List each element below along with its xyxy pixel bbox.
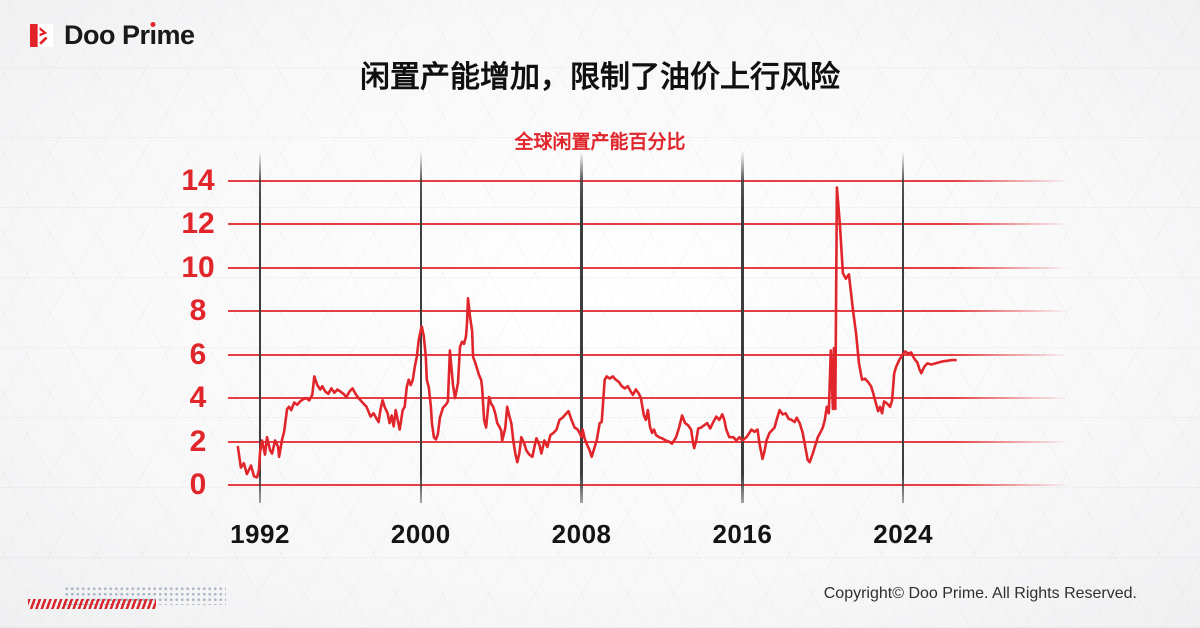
x-tick-label-2016: 2016	[712, 519, 773, 549]
year-line-1992	[258, 152, 262, 503]
y-tick-label-8: 8	[189, 294, 207, 328]
y-tick-label-10: 10	[181, 250, 215, 284]
spare-capacity-series-line	[236, 186, 957, 479]
y-tick-label-4: 4	[189, 381, 207, 415]
page-title: 闲置产能增加，限制了油价上行风险	[360, 61, 840, 94]
y-tick-label-2: 2	[189, 424, 207, 458]
year-line-2008	[580, 152, 583, 503]
logo-text-prefix: Doo Pr	[64, 20, 150, 50]
copyright-text: Copyright© Doo Prime. All Rights Reserve…	[823, 585, 1137, 602]
h-gridline-0	[228, 484, 1070, 486]
h-gridline-4	[228, 397, 1070, 400]
doo-prime-logo: Doo Prıme	[30, 22, 195, 49]
year-line-2016	[741, 152, 744, 503]
logo-text-suffix: me	[156, 20, 196, 50]
x-tick-label-2008: 2008	[551, 519, 612, 549]
h-gridline-6	[228, 353, 1070, 356]
decorative-red-hatch-bar	[28, 599, 156, 609]
y-tick-label-12: 12	[181, 207, 215, 241]
logo-text-dotted-i: ı	[149, 20, 158, 50]
h-gridline-10	[228, 266, 1070, 269]
x-tick-label-2024: 2024	[873, 519, 934, 549]
h-gridline-14	[228, 180, 1070, 182]
y-tick-label-14: 14	[181, 164, 215, 197]
chart-title: 全球闲置产能百分比	[514, 132, 686, 153]
x-tick-label-1992: 1992	[230, 519, 290, 549]
h-gridline-12	[228, 223, 1070, 226]
x-tick-label-2000: 2000	[390, 519, 451, 549]
doo-prime-logo-text: Doo Prıme	[64, 22, 195, 49]
y-tick-label-0: 0	[189, 468, 207, 501]
year-line-2024	[901, 152, 905, 503]
h-gridline-2	[228, 440, 1070, 443]
h-gridline-8	[228, 310, 1070, 313]
doo-prime-logo-icon	[30, 24, 53, 47]
y-tick-label-6: 6	[189, 337, 207, 371]
